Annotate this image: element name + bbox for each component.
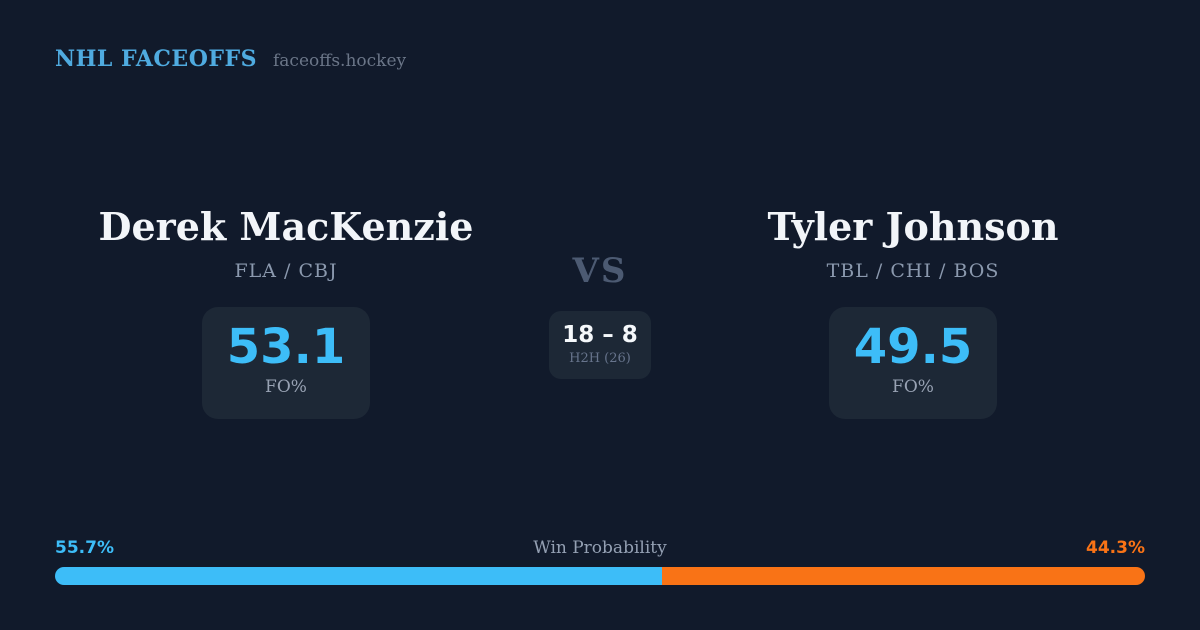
fo-label-right: FO% bbox=[892, 377, 934, 397]
win-probability-title: Win Probability bbox=[533, 538, 667, 558]
brand-title: NHL FACEOFFS bbox=[55, 46, 257, 72]
h2h-record: 18 – 8 bbox=[562, 322, 638, 348]
header: NHL FACEOFFS faceoffs.hockey bbox=[55, 46, 406, 72]
fo-value-left: 53.1 bbox=[226, 319, 346, 375]
player-teams-right: TBL / CHI / BOS bbox=[826, 260, 1000, 282]
win-probability-right-segment bbox=[662, 567, 1145, 585]
h2h-card: 18 – 8 H2H (26) bbox=[549, 311, 651, 379]
player-column-left: Derek MacKenzie FLA / CBJ 53.1 FO% bbox=[86, 205, 486, 419]
fo-value-right: 49.5 bbox=[853, 319, 973, 375]
versus-column: VS 18 – 8 H2H (26) bbox=[500, 252, 700, 379]
fo-label-left: FO% bbox=[265, 377, 307, 397]
player-name-left: Derek MacKenzie bbox=[98, 204, 474, 249]
win-probability-labels: 55.7% Win Probability 44.3% bbox=[55, 538, 1145, 558]
vs-label: VS bbox=[572, 251, 628, 291]
h2h-label: H2H (26) bbox=[569, 351, 631, 366]
player-column-right: Tyler Johnson TBL / CHI / BOS 49.5 FO% bbox=[713, 205, 1113, 419]
win-probability-left-segment bbox=[55, 567, 663, 585]
win-probability-section: 55.7% Win Probability 44.3% bbox=[55, 538, 1145, 585]
fo-stat-card-left: 53.1 FO% bbox=[202, 307, 370, 419]
win-probability-right-pct: 44.3% bbox=[1086, 538, 1145, 558]
fo-stat-card-right: 49.5 FO% bbox=[829, 307, 997, 419]
player-name-right: Tyler Johnson bbox=[767, 204, 1059, 249]
win-probability-left-pct: 55.7% bbox=[55, 538, 114, 558]
player-teams-left: FLA / CBJ bbox=[234, 260, 338, 282]
brand-domain-link: faceoffs.hockey bbox=[273, 51, 407, 71]
win-probability-bar bbox=[55, 567, 1145, 585]
